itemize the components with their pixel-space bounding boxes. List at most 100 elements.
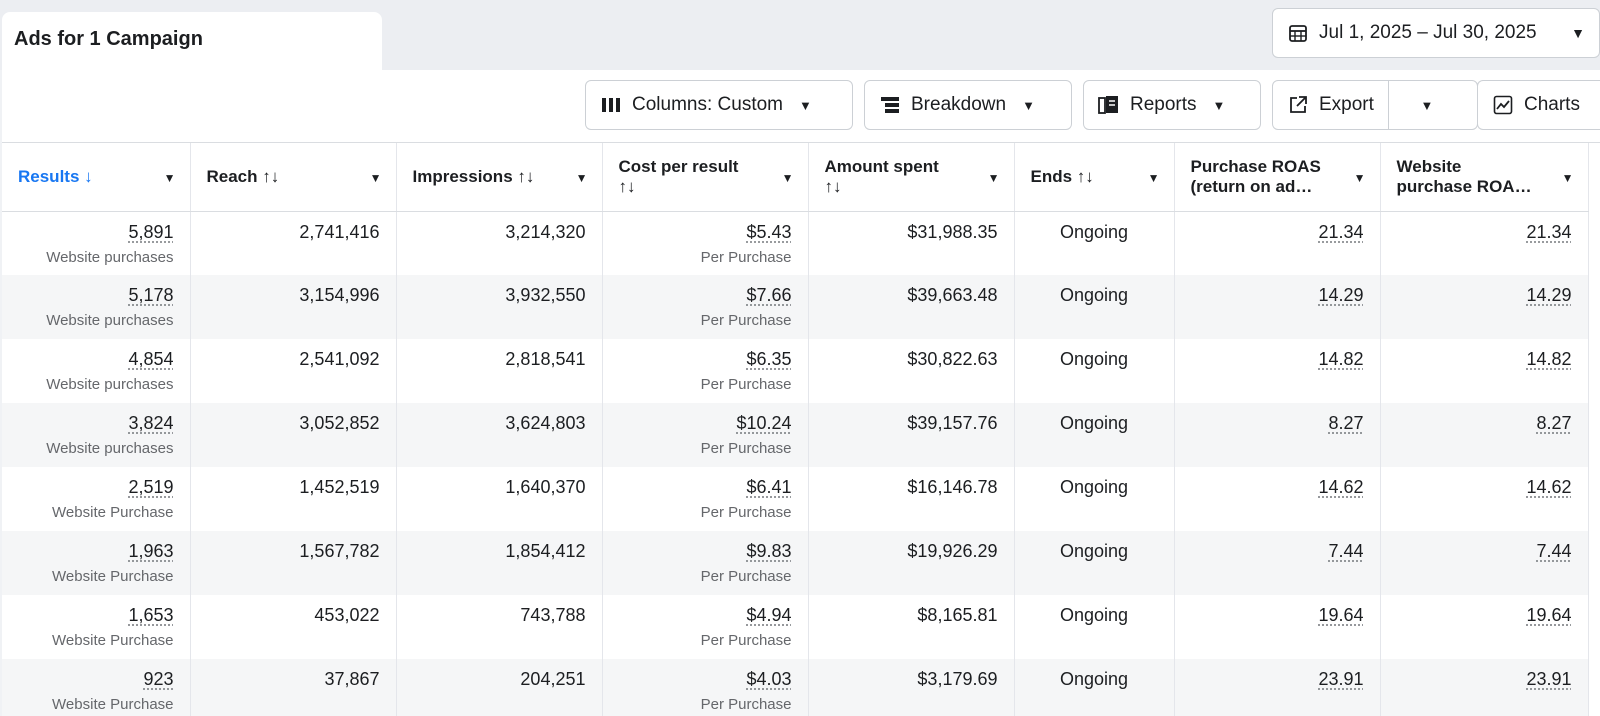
results-value[interactable]: 3,824 — [128, 413, 174, 433]
column-header-reach[interactable]: Reach ↑↓ ▼ — [190, 143, 397, 212]
table-row[interactable]: 1,963 Website Purchase 1,567,782 1,854,41… — [2, 531, 1589, 595]
export-icon — [1287, 94, 1309, 116]
website-roas-value[interactable]: 19.64 — [1526, 605, 1572, 625]
reports-icon — [1098, 94, 1120, 116]
amount-spent-value: $16,146.78 — [907, 477, 998, 497]
column-header-results[interactable]: Results ↓ ▼ — [2, 143, 191, 212]
amount-spent-value: $31,988.35 — [907, 221, 998, 242]
date-range-picker[interactable]: Jul 1, 2025 – Jul 30, 2025 ▼ — [1272, 8, 1600, 58]
purchase-roas-value[interactable]: 21.34 — [1318, 221, 1364, 242]
results-value[interactable]: 923 — [143, 669, 174, 689]
results-value[interactable]: 4,854 — [128, 349, 174, 369]
caret-down-icon: ▼ — [799, 97, 812, 113]
purchase-roas-cell: 23.91 — [1174, 659, 1381, 716]
ends-cell: Ongoing — [1014, 595, 1175, 659]
purchase-roas-value[interactable]: 7.44 — [1328, 541, 1364, 561]
caret-down-icon[interactable]: ▼ — [1561, 170, 1574, 185]
cost-per-result-value[interactable]: $4.94 — [746, 605, 792, 625]
purchase-roas-value[interactable]: 14.82 — [1318, 349, 1364, 369]
export-dropdown-button[interactable]: ▼ — [1399, 98, 1455, 113]
website-roas-value[interactable]: 8.27 — [1536, 413, 1572, 433]
column-header-amount-spent[interactable]: Amount spent ↑↓ ▼ — [808, 143, 1015, 212]
website-roas-value[interactable]: 14.82 — [1526, 349, 1572, 369]
column-header-label-line2: (return on ad… — [1190, 176, 1313, 196]
date-range-label: Jul 1, 2025 – Jul 30, 2025 — [1319, 22, 1537, 43]
table-row[interactable]: 923 Website Purchase 37,867 204,251 $4.03… — [2, 659, 1589, 716]
purchase-roas-value[interactable]: 8.27 — [1328, 413, 1364, 433]
caret-down-icon[interactable]: ▼ — [1353, 170, 1366, 185]
cost-per-result-value[interactable]: $10.24 — [736, 413, 792, 433]
campaign-tab[interactable]: Ads for 1 Campaign — [2, 12, 382, 72]
cost-per-result-value[interactable]: $9.83 — [746, 541, 792, 561]
results-value[interactable]: 5,891 — [128, 221, 174, 242]
website-roas-value[interactable]: 7.44 — [1536, 541, 1572, 561]
column-header-impressions[interactable]: Impressions ↑↓ ▼ — [396, 143, 603, 212]
impressions-value: 1,640,370 — [505, 477, 586, 497]
column-header-label: Amount spent — [824, 156, 939, 176]
table-row[interactable]: 3,824 Website purchases 3,052,852 3,624,8… — [2, 403, 1589, 467]
impressions-cell: 1,640,370 — [396, 467, 603, 531]
column-header-purchase-roas[interactable]: Purchase ROAS (return on ad… ▼ — [1174, 143, 1381, 212]
caret-down-icon[interactable]: ▼ — [987, 170, 1000, 185]
website-roas-value[interactable]: 23.91 — [1526, 669, 1572, 689]
ends-cell: Ongoing — [1014, 531, 1175, 595]
cost-per-result-cell: $6.41 Per Purchase — [602, 467, 809, 531]
cost-per-result-cell: $5.43 Per Purchase — [602, 211, 809, 275]
reach-cell: 1,567,782 — [190, 531, 397, 595]
caret-down-icon[interactable]: ▼ — [781, 170, 794, 185]
results-cell: 2,519 Website Purchase — [2, 467, 191, 531]
results-value[interactable]: 5,178 — [128, 285, 174, 305]
cost-per-result-value[interactable]: $4.03 — [746, 669, 792, 689]
column-header-cost-per-result[interactable]: Cost per result ↑↓ ▼ — [602, 143, 809, 212]
table-row[interactable]: 4,854 Website purchases 2,541,092 2,818,5… — [2, 339, 1589, 403]
website-roas-value[interactable]: 21.34 — [1526, 221, 1572, 242]
chart-line-icon — [1492, 94, 1514, 116]
results-value[interactable]: 1,963 — [128, 541, 174, 561]
cost-per-result-cell: $4.94 Per Purchase — [602, 595, 809, 659]
purchase-roas-value[interactable]: 14.62 — [1318, 477, 1364, 497]
amount-spent-value: $39,663.48 — [907, 285, 998, 305]
website-roas-cell: 8.27 — [1380, 403, 1589, 467]
purchase-roas-value[interactable]: 19.64 — [1318, 605, 1364, 625]
results-type: Website purchases — [46, 376, 174, 393]
charts-label: Charts — [1524, 94, 1580, 115]
results-value[interactable]: 2,519 — [128, 477, 174, 497]
results-value[interactable]: 1,653 — [128, 605, 174, 625]
cost-per-result-value[interactable]: $7.66 — [746, 285, 792, 305]
cost-per-result-value[interactable]: $6.35 — [746, 349, 792, 369]
cost-per-result-cell: $10.24 Per Purchase — [602, 403, 809, 467]
table-row[interactable]: 5,891 Website purchases 2,741,416 3,214,3… — [2, 211, 1589, 275]
purchase-roas-value[interactable]: 14.29 — [1318, 285, 1364, 305]
website-roas-value[interactable]: 14.62 — [1526, 477, 1572, 497]
column-header-label: Ends ↑↓ — [1030, 166, 1094, 186]
reports-button[interactable]: Reports ▼ — [1083, 80, 1261, 130]
breakdown-button[interactable]: Breakdown ▼ — [864, 80, 1072, 130]
website-roas-value[interactable]: 14.29 — [1526, 285, 1572, 305]
cost-per-result-value[interactable]: $5.43 — [746, 221, 792, 242]
caret-down-icon[interactable]: ▼ — [369, 170, 382, 185]
charts-button[interactable]: Charts — [1477, 80, 1600, 130]
purchase-roas-cell: 14.82 — [1174, 339, 1381, 403]
breakdown-icon — [879, 94, 901, 116]
cost-per-result-cell: $7.66 Per Purchase — [602, 275, 809, 339]
column-header-ends[interactable]: Ends ↑↓ ▼ — [1014, 143, 1175, 212]
cost-per-result-value[interactable]: $6.41 — [746, 477, 792, 497]
table-row[interactable]: 5,178 Website purchases 3,154,996 3,932,5… — [2, 275, 1589, 339]
ends-value: Ongoing — [1059, 349, 1129, 369]
table-row[interactable]: 1,653 Website Purchase 453,022 743,788 $4… — [2, 595, 1589, 659]
export-button[interactable]: Export — [1273, 81, 1389, 129]
cost-per-result-unit: Per Purchase — [700, 568, 792, 585]
reach-value: 2,741,416 — [299, 221, 380, 242]
amount-spent-cell: $31,988.35 — [808, 211, 1015, 275]
caret-down-icon[interactable]: ▼ — [1147, 170, 1160, 185]
caret-down-icon[interactable]: ▼ — [163, 170, 176, 185]
purchase-roas-cell: 7.44 — [1174, 531, 1381, 595]
columns-button[interactable]: Columns: Custom ▼ — [585, 80, 853, 130]
table-row[interactable]: 2,519 Website Purchase 1,452,519 1,640,37… — [2, 467, 1589, 531]
purchase-roas-cell: 19.64 — [1174, 595, 1381, 659]
reach-value: 453,022 — [314, 605, 380, 625]
purchase-roas-value[interactable]: 23.91 — [1318, 669, 1364, 689]
caret-down-icon[interactable]: ▼ — [575, 170, 588, 185]
column-header-website-purchase-roas[interactable]: Website purchase ROA… ▼ — [1380, 143, 1589, 212]
reach-value: 37,867 — [324, 669, 380, 689]
